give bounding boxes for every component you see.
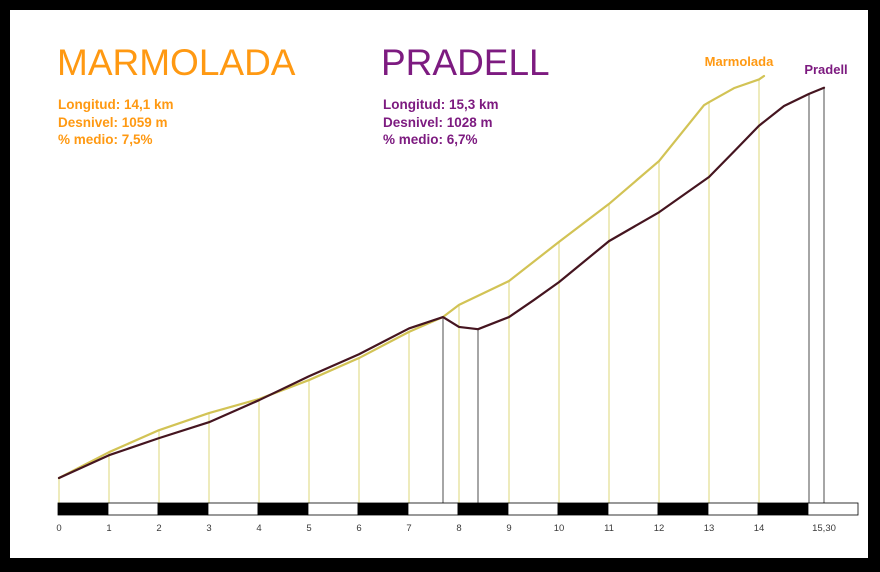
scale-bar-segment (757, 502, 809, 516)
scale-bar-segment (407, 502, 459, 516)
distance-scale-bar (57, 502, 859, 516)
x-axis-tick-label: 15,30 (812, 523, 836, 534)
scale-bar-segment (607, 502, 659, 516)
scale-bar-segment (457, 502, 509, 516)
x-axis-tick-label: 8 (456, 523, 461, 534)
x-axis-tick-label: 3 (206, 523, 211, 534)
x-axis-tick-label: 5 (306, 523, 311, 534)
marmolada-title: MARMOLADA (57, 42, 296, 83)
scale-bar-segment (157, 502, 209, 516)
pradell-avg-gradient: % medio: 6,7% (383, 132, 478, 147)
scale-bar-segment (657, 502, 709, 516)
pradell-elevation-gain: Desnivel: 1028 m (383, 114, 493, 130)
marmolada-profile-line (57, 74, 766, 480)
x-axis-tick-label: 12 (654, 523, 665, 534)
x-axis-ticks: 0 1 2 3 4 5 6 7 8 9 10 11 12 13 14 15,30 (56, 523, 836, 534)
panel-background (10, 10, 868, 558)
scale-bar-segment (207, 502, 259, 516)
marmolada-elevation-gain: Desnivel: 1059 m (58, 114, 168, 130)
x-axis-tick-label: 10 (554, 523, 565, 534)
pradell-profile-line (57, 86, 826, 480)
x-axis-tick-label: 11 (604, 523, 614, 534)
x-axis-tick-label: 14 (754, 523, 765, 534)
scale-bar-segment (107, 502, 159, 516)
pradell-summit-label: Pradell (804, 62, 848, 77)
scale-bar-segment (307, 502, 359, 516)
scale-bar-segment (807, 502, 859, 516)
pradell-length: Longitud: 15,3 km (383, 97, 499, 112)
scale-bar-segment (57, 502, 109, 516)
marmolada-summit-label: Marmolada (704, 54, 774, 69)
x-axis-tick-label: 9 (506, 523, 511, 534)
marmolada-avg-gradient: % medio: 7,5% (58, 132, 153, 147)
pradell-title: PRADELL (381, 42, 550, 83)
marmolada-droplines (58, 79, 760, 503)
x-axis-tick-label: 2 (156, 523, 161, 534)
x-axis-tick-label: 7 (406, 523, 411, 534)
pradell-droplines (442, 87, 825, 503)
scale-bar-segment (507, 502, 559, 516)
x-axis-tick-label: 4 (256, 523, 261, 534)
scale-bar-segment (357, 502, 409, 516)
pradell-stats: Longitud: 15,3 km Desnivel: 1028 m % med… (383, 96, 499, 149)
x-axis-tick-label: 1 (106, 523, 111, 534)
marmolada-length: Longitud: 14,1 km (58, 97, 174, 112)
x-axis-tick-label: 13 (704, 523, 715, 534)
marmolada-stats: Longitud: 14,1 km Desnivel: 1059 m % med… (58, 96, 174, 149)
x-axis-tick-label: 0 (56, 523, 61, 534)
scale-bar-segment (257, 502, 309, 516)
scale-bar-segment (557, 502, 609, 516)
x-axis-tick-label: 6 (356, 523, 361, 534)
scale-bar-segment (707, 502, 759, 516)
